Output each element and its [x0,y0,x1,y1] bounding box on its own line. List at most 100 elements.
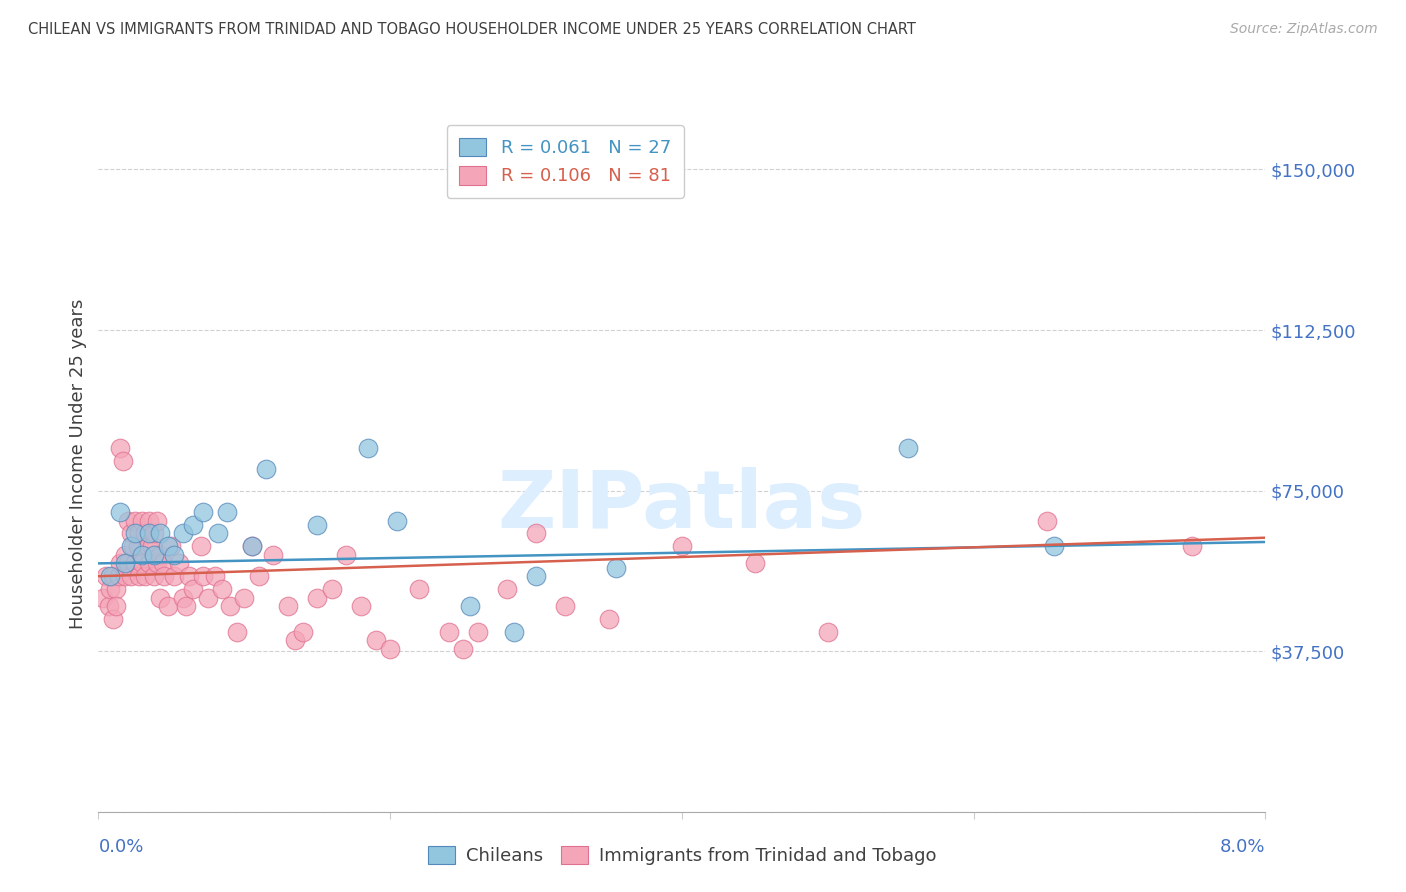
Point [128,569,150,583]
Point [495,582,517,596]
Point [104,582,127,596]
Point [114,557,136,571]
Point [142,569,165,583]
Point [671,539,693,553]
Point [598,612,620,626]
Point [524,526,547,541]
Point [120,569,142,583]
Point [254,462,277,476]
Point [284,633,307,648]
Point [218,599,240,614]
Point [204,569,226,583]
Point [211,582,233,596]
Point [152,557,174,571]
Point [357,441,380,455]
Text: ZIPatlas: ZIPatlas [498,467,866,545]
Point [364,633,387,648]
Point [193,505,215,519]
Point [157,539,180,553]
Point [124,526,146,541]
Point [181,517,204,532]
Point [467,624,489,639]
Point [226,624,249,639]
Point [215,505,238,519]
Point [149,526,172,541]
Point [153,569,176,583]
Point [122,539,145,553]
Legend: Chileans, Immigrants from Trinidad and Tobago: Chileans, Immigrants from Trinidad and T… [420,838,943,872]
Point [262,548,284,562]
Point [134,526,156,541]
Point [240,539,263,553]
Point [1035,514,1057,528]
Point [108,569,131,583]
Point [172,591,194,605]
Point [110,557,132,571]
Point [451,642,474,657]
Point [91,591,114,605]
Point [817,624,839,639]
Point [1043,539,1066,553]
Point [554,599,576,614]
Point [101,612,124,626]
Text: CHILEAN VS IMMIGRANTS FROM TRINIDAD AND TOBAGO HOUSEHOLDER INCOME UNDER 25 YEARS: CHILEAN VS IMMIGRANTS FROM TRINIDAD AND … [28,22,915,37]
Point [131,514,153,528]
Point [110,505,132,519]
Point [177,569,200,583]
Point [138,557,160,571]
Point [146,514,169,528]
Point [744,557,766,571]
Point [131,557,153,571]
Point [146,557,169,571]
Point [98,582,121,596]
Point [117,557,139,571]
Point [134,569,156,583]
Point [120,526,142,541]
Point [503,624,526,639]
Text: 8.0%: 8.0% [1220,838,1265,856]
Point [233,591,256,605]
Point [181,582,204,596]
Point [141,539,163,553]
Point [172,526,194,541]
Point [378,642,402,657]
Point [1181,539,1204,553]
Point [149,548,172,562]
Point [114,548,136,562]
Point [94,569,117,583]
Point [240,539,263,553]
Point [307,591,329,605]
Point [167,557,190,571]
Point [190,539,212,553]
Point [193,569,215,583]
Text: 0.0%: 0.0% [98,838,143,856]
Point [98,569,121,583]
Point [247,569,270,583]
Point [124,557,146,571]
Point [104,599,127,614]
Point [335,548,357,562]
Point [387,514,409,528]
Point [524,569,547,583]
Point [307,517,329,532]
Point [149,591,172,605]
Point [131,548,153,562]
Point [207,526,229,541]
Point [142,526,165,541]
Point [437,624,460,639]
Point [321,582,343,596]
Point [605,560,627,574]
Point [101,569,124,583]
Point [117,514,139,528]
Point [97,599,120,614]
Y-axis label: Householder Income Under 25 years: Householder Income Under 25 years [69,299,87,629]
Point [157,599,180,614]
Point [197,591,219,605]
Point [114,569,136,583]
Point [124,514,146,528]
Point [138,526,160,541]
Point [160,539,183,553]
Text: Source: ZipAtlas.com: Source: ZipAtlas.com [1230,22,1378,37]
Point [127,539,149,553]
Point [163,569,186,583]
